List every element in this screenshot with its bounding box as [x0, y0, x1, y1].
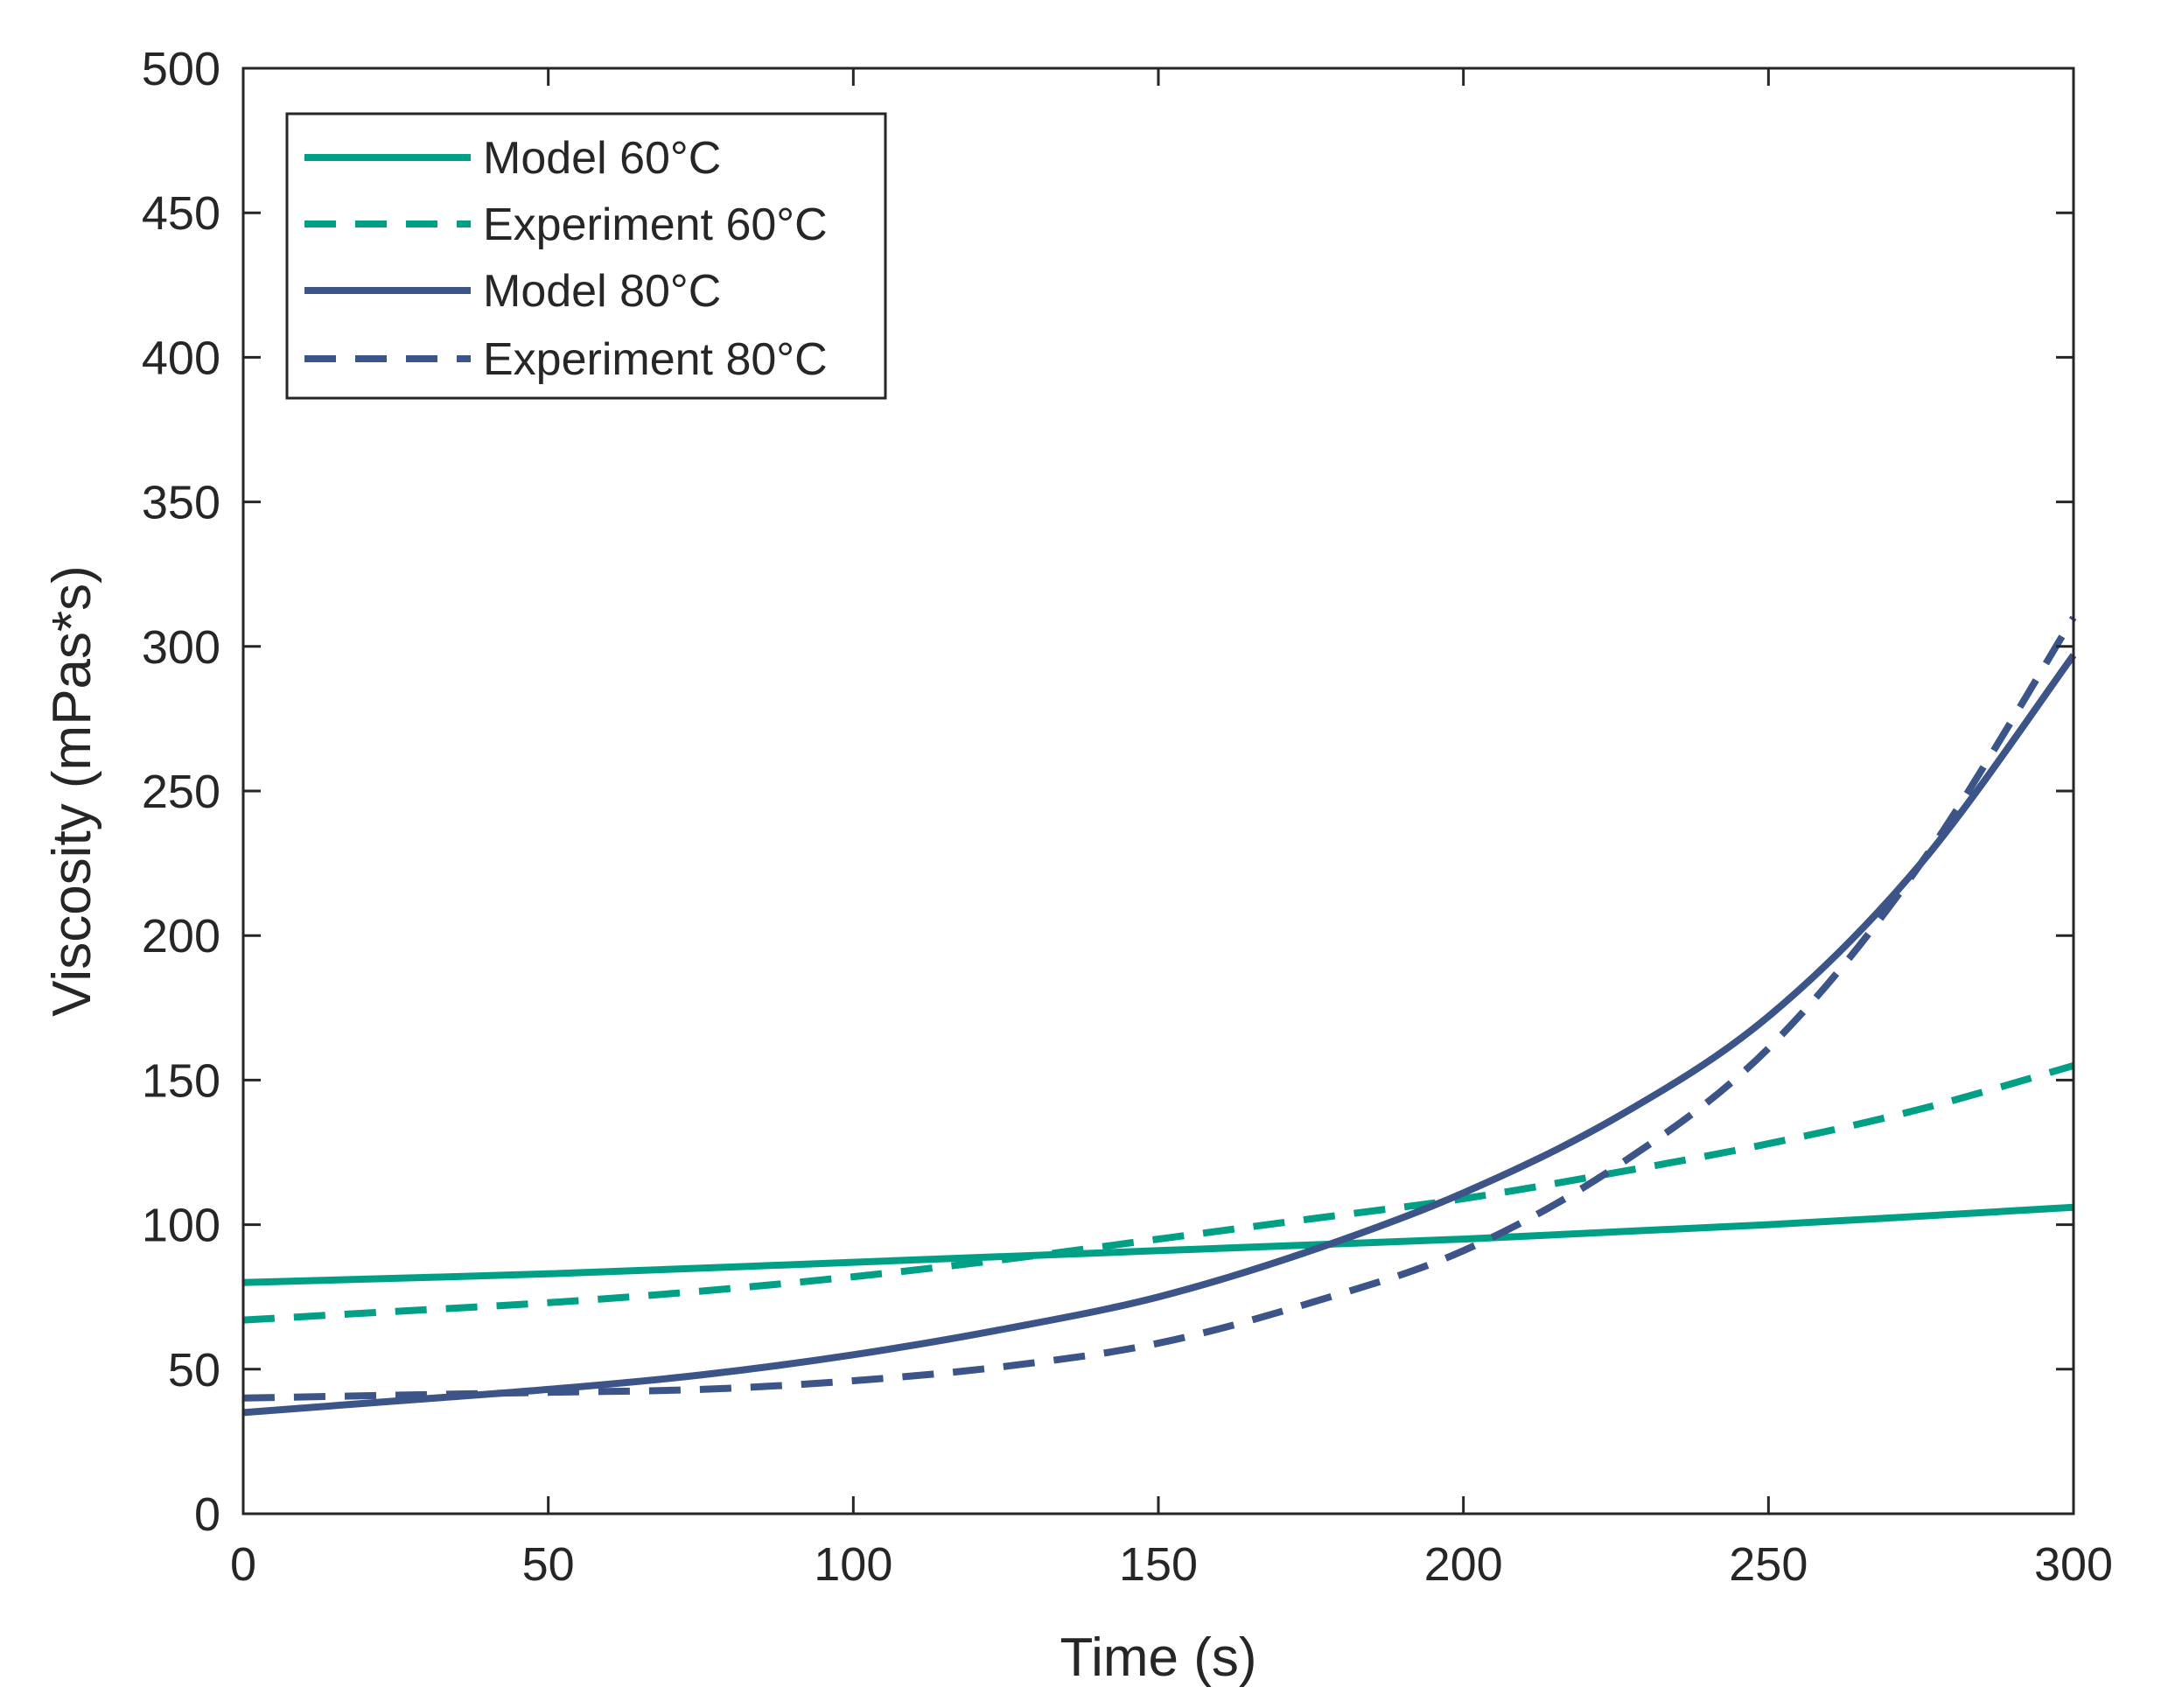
series-line-2: [242, 1062, 2075, 1324]
legend: Model 60°C Experiment 60°C Model 80°C Exper…: [285, 112, 887, 400]
x-tick-label: 100: [814, 1538, 892, 1591]
y-axis-label: Viscosity (mPas*s): [42, 565, 102, 1017]
y-tick-label: 0: [194, 1488, 220, 1541]
series-line-4: [242, 615, 2077, 1402]
x-tick-label: 250: [1729, 1538, 1808, 1591]
legend-label-4: Experiment 80°C: [483, 334, 828, 385]
legend-box: [285, 112, 887, 400]
y-tick-label: 50: [168, 1344, 220, 1396]
series-line-1: [242, 1203, 2074, 1286]
tick-labels: 0 50 100 150 200 250 300 0 50 100 150 200 250 300 350 4…: [142, 43, 2113, 1591]
legend-label-2: Experiment 60°C: [483, 200, 828, 250]
x-tick-label: 300: [2034, 1538, 2113, 1591]
y-tick-label: 350: [142, 477, 220, 529]
y-tick-label: 450: [142, 187, 220, 240]
series-group: [242, 615, 2077, 1417]
x-tick-label: 150: [1119, 1538, 1198, 1591]
legend-label-1: Model 60°C: [483, 133, 721, 184]
x-tick-label: 0: [230, 1538, 256, 1591]
x-tick-label: 50: [522, 1538, 575, 1591]
y-tick-label: 150: [142, 1054, 220, 1107]
y-tick-label: 250: [142, 766, 220, 818]
y-tick-label: 300: [142, 621, 220, 674]
legend-label-3: Model 80°C: [483, 266, 721, 317]
tick-marks: [241, 66, 2075, 1516]
y-tick-label: 100: [142, 1200, 220, 1252]
y-tick-label: 500: [142, 43, 220, 95]
x-axis-label: Time (s): [1060, 1628, 1257, 1688]
y-tick-label: 400: [142, 332, 220, 384]
x-tick-label: 200: [1424, 1538, 1503, 1591]
y-tick-label: 200: [142, 910, 220, 962]
